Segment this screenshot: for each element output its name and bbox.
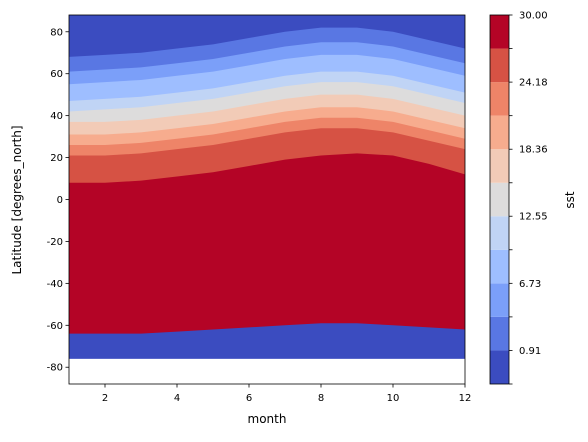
colorbar-tick-label: 6.73 [519, 279, 541, 290]
x-tick-label: 10 [387, 393, 400, 404]
colorbar-segment [490, 249, 509, 284]
y-tick-label: 40 [50, 111, 63, 122]
y-tick-label: 0 [57, 195, 63, 206]
contour-band-10 [69, 153, 465, 334]
y-tick-label: 20 [50, 153, 63, 164]
colorbar-segment [490, 115, 509, 150]
y-tick-label: -40 [47, 279, 63, 290]
y-axis-label: Latitude [degrees_north] [10, 125, 24, 274]
colorbar-segment [490, 283, 509, 317]
y-tick-label: -20 [47, 237, 63, 248]
plot-area [68, 14, 466, 385]
colorbar-segment [490, 216, 509, 250]
colorbar-segment [490, 82, 509, 116]
colorbar-tick-label: 30.00 [519, 11, 548, 22]
colorbar-segment [490, 350, 509, 384]
x-tick-label: 8 [318, 393, 324, 404]
y-tick-label: -60 [47, 321, 63, 332]
colorbar-segment [490, 48, 509, 83]
colorbar-label: sst [563, 191, 577, 209]
colorbar-frame [489, 14, 510, 385]
colorbar-tick-label: 12.55 [519, 212, 548, 223]
colorbar-tick-label: 18.36 [519, 145, 548, 156]
colorbar-segment [490, 149, 509, 183]
x-tick-label: 6 [246, 393, 252, 404]
colorbar-segment [490, 15, 509, 49]
colorbar-tick-label: 0.91 [519, 346, 541, 357]
x-tick-label: 2 [102, 393, 108, 404]
colorbar: 0.91 6.73 12.55 18.36 24.18 30.00 [489, 11, 548, 385]
y-axis: -80 -60 -40 -20 0 20 40 60 80 [47, 27, 69, 374]
colorbar-segment [490, 316, 509, 351]
x-axis-label: month [248, 412, 287, 426]
y-tick-label: 60 [50, 69, 63, 80]
y-tick-label: 80 [50, 27, 63, 38]
x-axis: 2 4 6 8 10 12 [102, 384, 472, 404]
x-tick-label: 12 [459, 393, 472, 404]
x-tick-label: 4 [174, 393, 180, 404]
colorbar-tick-label: 24.18 [519, 78, 548, 89]
colorbar-segment [490, 182, 509, 217]
y-tick-label: -80 [47, 363, 63, 374]
